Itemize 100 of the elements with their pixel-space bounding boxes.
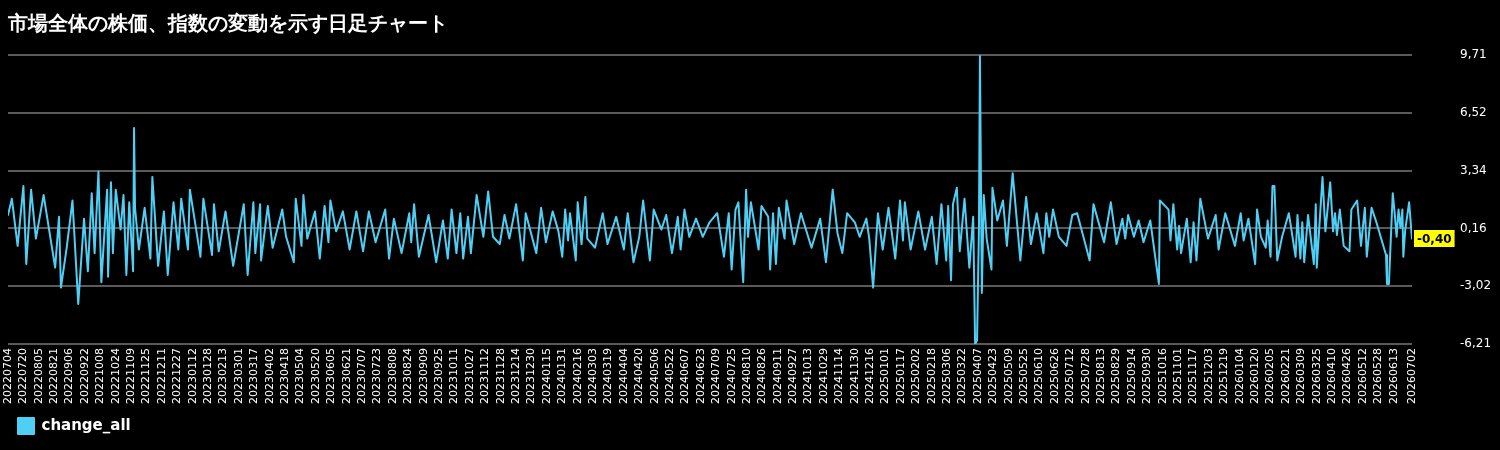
annotation: -0,40: [1417, 231, 1452, 246]
x-tick-label: 20230213: [216, 348, 230, 405]
x-tick-label: 20250728: [1078, 348, 1092, 405]
x-tick-label: 20221211: [154, 348, 168, 405]
x-tick-label: 20230112: [185, 348, 199, 405]
x-tick-label: 20230824: [401, 348, 415, 405]
y-tick-label: -6,21: [1460, 336, 1492, 351]
x-tick-label: 20240115: [539, 348, 553, 405]
x-tick-label: 20260104: [1232, 348, 1246, 405]
x-tick-label: 20260410: [1324, 348, 1338, 405]
x-tick-label: 20250829: [1109, 348, 1123, 405]
y-tick-label: 3,34: [1460, 162, 1487, 177]
x-tick-label: 20260528: [1371, 348, 1385, 405]
chart-title: 市場全体の株価、指数の変動を示す日足チャート: [7, 11, 448, 36]
x-tick-label: 20230418: [278, 348, 291, 405]
legend-label: change_all: [41, 415, 131, 434]
x-tick-label: 20250117: [893, 348, 907, 405]
x-tick-label: 20250914: [1124, 348, 1138, 405]
x-tick-label: 20221109: [124, 348, 138, 405]
x-tick-label: 20231011: [447, 348, 461, 405]
x-tick-label: 20231112: [478, 348, 492, 405]
x-tick-label: 20220922: [77, 348, 91, 405]
x-tick-label: 20230723: [370, 348, 384, 405]
x-tick-label: 20250423: [986, 348, 1000, 405]
x-tick-label: 20220704: [0, 348, 14, 405]
x-tick-label: 20240420: [632, 348, 646, 405]
x-tick-label: 20230520: [308, 348, 322, 405]
x-tick-label: 20250712: [1063, 348, 1077, 405]
x-tick-label: 20220906: [62, 348, 76, 405]
x-tick-label: 20240826: [755, 348, 769, 405]
x-tick-label: 20241029: [816, 348, 830, 405]
x-tick-label: 20240506: [647, 348, 661, 405]
x-tick-label: 20220720: [16, 348, 30, 405]
x-tick-label: 20230605: [324, 348, 338, 405]
x-tick-label: 20221024: [108, 348, 122, 405]
x-tick-label: 20250813: [1094, 348, 1108, 405]
x-tick-label: 20260309: [1294, 348, 1308, 405]
x-tick-label: 20230909: [416, 348, 430, 405]
x-tick-label: 20250610: [1032, 348, 1046, 405]
x-tick-label: 20230402: [262, 348, 276, 405]
x-tick-label: 20230504: [293, 348, 307, 405]
x-tick-label: 20250407: [970, 348, 984, 405]
x-tick-label: 20251016: [1155, 348, 1169, 405]
x-tick-label: 20241013: [801, 348, 815, 405]
y-tick-label: -3,02: [1460, 278, 1492, 293]
x-tick-label: 20241216: [863, 348, 877, 405]
x-tick-label: 20260325: [1309, 348, 1323, 405]
x-tick-label: 20240131: [555, 348, 569, 405]
x-tick-label: 20250322: [955, 348, 969, 405]
x-tick-label: 20230707: [354, 348, 368, 405]
x-tick-label: 20230301: [231, 348, 245, 405]
x-tick-label: 20251203: [1201, 348, 1215, 405]
x-tick-label: 20221227: [170, 348, 184, 405]
x-tick-label: 20230128: [201, 348, 215, 405]
x-tick-label: 20231128: [493, 348, 507, 405]
y-tick-label: 9,71: [1460, 47, 1487, 62]
x-tick-label: 20230808: [385, 348, 399, 405]
x-tick-label: 20240911: [770, 348, 784, 405]
x-tick-label: 20241114: [832, 348, 846, 405]
x-tick-label: 20240216: [570, 348, 584, 405]
x-tick-label: 20231027: [462, 348, 476, 405]
x-tick-label: 20240607: [678, 348, 692, 405]
x-tick-label: 20260613: [1386, 348, 1400, 405]
x-tick-label: 20230925: [431, 348, 445, 405]
x-tick-label: 20250202: [909, 348, 923, 405]
x-tick-label: 20250306: [940, 348, 954, 405]
x-tick-label: 20240623: [693, 348, 707, 405]
x-tick-label: 20220821: [47, 348, 61, 405]
x-tick-label: 20250626: [1047, 348, 1061, 405]
x-tick-label: 20231214: [508, 348, 522, 405]
x-tick-label: 20250218: [924, 348, 938, 405]
x-tick-label: 20250509: [1001, 348, 1015, 405]
y-tick-label: 0,16: [1460, 220, 1487, 235]
x-tick-label: 20240725: [724, 348, 738, 405]
x-tick-label: 20240522: [662, 348, 676, 405]
x-tick-label: 20251101: [1171, 348, 1185, 405]
x-tick-label: 20240810: [739, 348, 753, 405]
x-tick-label: 20240709: [709, 348, 723, 405]
x-tick-label: 20240404: [616, 348, 630, 405]
x-tick-label: 20230317: [247, 348, 261, 405]
x-tick-label: 20241130: [847, 348, 861, 405]
x-tick-label: 20240927: [786, 348, 800, 405]
x-tick-label: 20260205: [1263, 348, 1277, 405]
x-tick-label: 20260702: [1404, 348, 1418, 405]
x-tick-label: 20230621: [339, 348, 353, 405]
x-tick-label: 20240303: [585, 348, 599, 405]
x-tick-label: 20260426: [1340, 348, 1354, 405]
y-tick-label: 6,52: [1460, 105, 1487, 120]
x-tick-label: 20231230: [524, 348, 538, 405]
x-tick-label: 20251117: [1186, 348, 1200, 405]
x-tick-label: 20220805: [31, 348, 45, 405]
x-tick-label: 20240319: [601, 348, 615, 405]
x-tick-label: 20221125: [139, 348, 153, 405]
x-tick-label: 20260512: [1355, 348, 1369, 405]
x-tick-label: 20250101: [878, 348, 892, 405]
x-tick-label: 20260120: [1248, 348, 1261, 405]
x-tick-label: 20221008: [93, 348, 107, 405]
x-tick-label: 20250930: [1140, 348, 1154, 405]
x-tick-label: 20251219: [1217, 348, 1231, 405]
x-tick-label: 20250525: [1017, 348, 1031, 405]
